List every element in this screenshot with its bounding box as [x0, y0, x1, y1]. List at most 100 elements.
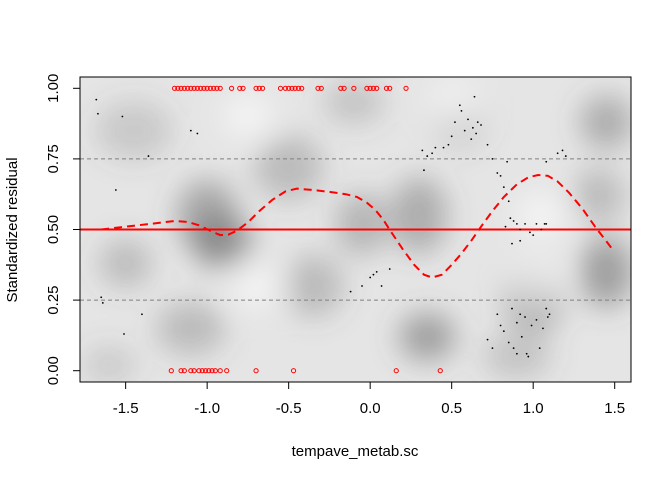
- data-point: [545, 307, 548, 310]
- density-blob-9: [391, 177, 448, 254]
- data-point: [434, 146, 437, 149]
- outlier-point: [364, 85, 370, 91]
- outlier-point: [237, 85, 243, 91]
- density-light-3: [230, 263, 283, 308]
- data-point: [524, 316, 526, 318]
- data-point: [499, 324, 502, 327]
- outlier-point: [199, 368, 205, 374]
- data-point: [515, 222, 518, 225]
- outlier-point: [198, 85, 204, 91]
- data-point: [540, 228, 543, 231]
- density-blob-8: [323, 81, 385, 124]
- outlier-point: [212, 368, 218, 374]
- data-point: [447, 143, 450, 146]
- y-axis: 0.00 0.25 0.50 0.75 1.00: [45, 74, 81, 385]
- data-point: [375, 270, 378, 273]
- reference-lines: [80, 158, 631, 301]
- density-blob-7: [335, 192, 389, 256]
- data-point: [97, 112, 99, 115]
- x-tick-label: -0.5: [276, 400, 302, 417]
- density-light-4: [221, 94, 274, 139]
- density-blob-16: [482, 335, 552, 378]
- y-tick-label: 0.75: [45, 144, 62, 173]
- outlier-point: [229, 85, 235, 91]
- outlier-point: [387, 85, 393, 91]
- density-blob-10: [399, 312, 456, 361]
- data-point: [519, 228, 522, 231]
- outlier-point: [289, 85, 295, 91]
- density-blob-17: [83, 346, 136, 382]
- data-point: [546, 316, 549, 318]
- data-point: [123, 333, 125, 335]
- outlier-point: [256, 85, 262, 91]
- data-point: [530, 324, 533, 327]
- data-point: [532, 234, 535, 237]
- outlier-point: [403, 85, 409, 91]
- outlier-point: [217, 85, 223, 91]
- data-point: [470, 138, 473, 141]
- outlier-point: [383, 85, 390, 91]
- y-tick-label: 0.50: [45, 215, 62, 244]
- outlier-point: [206, 368, 212, 374]
- data-point: [519, 313, 522, 316]
- outlier-point: [253, 85, 259, 91]
- outlier-point: [338, 85, 344, 91]
- data-point: [535, 318, 538, 321]
- data-point: [467, 118, 469, 121]
- data-point: [564, 155, 567, 157]
- x-tick-label: 0.5: [441, 400, 462, 417]
- data-point: [189, 129, 192, 132]
- outlier-point: [315, 85, 321, 91]
- data-point: [423, 169, 425, 172]
- outlier-point: [277, 85, 284, 91]
- outlier-point: [351, 85, 357, 91]
- data-point: [542, 327, 544, 330]
- data-point: [556, 152, 559, 155]
- outlier-point: [367, 85, 373, 91]
- data-point: [504, 225, 507, 228]
- data-point: [114, 189, 117, 191]
- data-point: [121, 115, 124, 118]
- outlier-points: [168, 85, 443, 374]
- data-point: [502, 186, 505, 189]
- outlier-point: [290, 368, 297, 374]
- y-tick-label: 0.00: [45, 356, 62, 385]
- density-blob-15: [572, 168, 625, 223]
- x-axis: -1.5 -1.0 -0.5 0.0 0.5 1.0 1.5: [113, 381, 625, 417]
- outlier-point: [181, 368, 187, 374]
- outlier-point: [214, 85, 220, 91]
- outlier-point: [202, 368, 209, 374]
- outlier-point: [286, 85, 292, 91]
- data-point: [515, 352, 518, 355]
- data-point: [520, 335, 523, 338]
- outlier-point: [188, 368, 194, 374]
- data-point: [475, 132, 478, 135]
- outlier-point: [204, 85, 210, 91]
- residual-points: [95, 95, 567, 358]
- data-point: [480, 124, 482, 126]
- x-tick-label: 1.0: [523, 400, 544, 417]
- data-point: [496, 172, 499, 174]
- data-point: [141, 313, 143, 316]
- outlier-point: [295, 85, 302, 91]
- outlier-point: [209, 368, 215, 374]
- data-point: [511, 307, 513, 310]
- outlier-point: [191, 85, 197, 91]
- data-point: [361, 285, 363, 287]
- data-point: [147, 155, 150, 157]
- data-point: [95, 98, 98, 101]
- data-point: [506, 160, 509, 163]
- data-point: [502, 330, 505, 333]
- data-point: [512, 220, 515, 222]
- density-blob-6: [282, 254, 344, 318]
- data-point: [196, 132, 199, 135]
- outlier-point: [259, 85, 266, 91]
- density-light-2: [515, 193, 568, 238]
- outlier-point: [393, 368, 399, 374]
- data-point: [372, 273, 375, 276]
- data-point: [529, 231, 531, 234]
- outlier-point: [178, 368, 184, 374]
- data-point: [458, 104, 461, 107]
- x-axis-title: tempave_metab.sc: [292, 443, 419, 460]
